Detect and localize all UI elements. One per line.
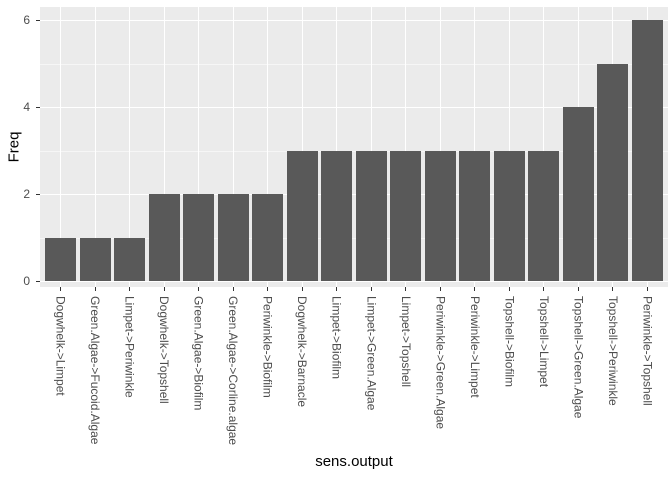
- y-tick-label: 2: [23, 187, 30, 201]
- x-gridline-major: [474, 7, 476, 287]
- x-tick-mark: [474, 287, 476, 291]
- y-gridline-major: [40, 194, 668, 195]
- x-gridline-major: [198, 7, 200, 287]
- x-gridline-major: [60, 7, 62, 287]
- x-tick-label: Topshell->Green.Algae: [571, 296, 586, 419]
- x-tick-label: Dogwhelk->Barnacle: [295, 296, 310, 408]
- x-tick-mark: [577, 287, 579, 291]
- bar: [631, 20, 663, 281]
- bar: [562, 107, 594, 281]
- x-tick-mark: [267, 287, 269, 291]
- x-gridline-major: [301, 7, 303, 287]
- x-gridline-major: [370, 7, 372, 287]
- x-tick-mark: [198, 287, 200, 291]
- x-tick-label: Topshell->Biofilm: [502, 296, 517, 388]
- x-tick-label: Limpet->Green.Algae: [364, 296, 379, 411]
- x-gridline-major: [336, 7, 338, 287]
- x-tick-mark: [94, 287, 96, 291]
- x-tick-label: Topshell->Limpet: [536, 296, 551, 388]
- bar: [114, 237, 146, 281]
- y-gridline-major: [40, 20, 668, 21]
- x-tick-label: Limpet->Biofilm: [329, 296, 344, 380]
- bar: [355, 150, 387, 281]
- x-tick-label: Limpet->Topshell: [398, 296, 413, 388]
- x-gridline-major: [129, 7, 131, 287]
- y-tick-mark: [36, 194, 40, 195]
- x-tick-label: Limpet->Periwinkle: [122, 296, 137, 398]
- x-tick-label: Periwinkle->Biofilm: [260, 296, 275, 398]
- plot-panel: [40, 7, 668, 287]
- x-tick-mark: [543, 287, 545, 291]
- x-gridline-major: [439, 7, 441, 287]
- x-tick-label: Dogwhelk->Topshell: [157, 296, 172, 404]
- y-tick-label: 6: [23, 13, 30, 27]
- x-tick-label: Topshell->Periwinkle: [605, 296, 620, 406]
- x-gridline-major: [267, 7, 269, 287]
- x-tick-label: Green.Algae->Fucoid.Algae: [88, 296, 103, 445]
- bar: [528, 150, 560, 281]
- x-tick-mark: [612, 287, 614, 291]
- x-tick-mark: [405, 287, 407, 291]
- x-tick-mark: [646, 287, 648, 291]
- bar: [321, 150, 353, 281]
- x-tick-mark: [232, 287, 234, 291]
- x-tick-mark: [301, 287, 303, 291]
- bar: [45, 237, 77, 281]
- x-tick-label: Green.Algae->Biofilm: [191, 296, 206, 411]
- bar: [148, 194, 180, 281]
- y-tick-mark: [36, 20, 40, 21]
- x-tick-label: Periwinkle->Topshell: [640, 296, 655, 406]
- x-tick-label: Periwinkle->Green.Algae: [433, 296, 448, 430]
- x-gridline-major: [405, 7, 407, 287]
- x-tick-mark: [439, 287, 441, 291]
- x-gridline-major: [508, 7, 510, 287]
- y-tick-mark: [36, 107, 40, 108]
- x-tick-mark: [370, 287, 372, 291]
- bar: [424, 150, 456, 281]
- y-tick-label: 0: [23, 274, 30, 288]
- x-gridline-major: [543, 7, 545, 287]
- bar: [183, 194, 215, 281]
- x-tick-mark: [336, 287, 338, 291]
- bar: [217, 194, 249, 281]
- bar: [493, 150, 525, 281]
- bar: [79, 237, 111, 281]
- x-tick-label: Periwinkle->Limpet: [467, 296, 482, 398]
- y-tick-label: 4: [23, 100, 30, 114]
- y-axis-title: Freq: [5, 131, 23, 163]
- x-gridline-major: [232, 7, 234, 287]
- x-tick-label: Green.Algae->Corline.algae: [226, 296, 241, 446]
- y-gridline-minor: [40, 237, 668, 239]
- bar: [459, 150, 491, 281]
- bar: [252, 194, 284, 281]
- y-gridline-major: [40, 281, 668, 282]
- bar: [286, 150, 318, 281]
- x-tick-mark: [508, 287, 510, 291]
- x-axis-title: sens.output: [315, 453, 393, 470]
- x-tick-label: Dogwhelk->Limpet: [53, 296, 68, 396]
- x-gridline-major: [163, 7, 165, 287]
- x-tick-mark: [129, 287, 131, 291]
- bar: [597, 63, 629, 281]
- x-tick-mark: [163, 287, 165, 291]
- x-gridline-major: [94, 7, 96, 287]
- bar: [390, 150, 422, 281]
- y-gridline-minor: [40, 150, 668, 152]
- x-tick-mark: [60, 287, 62, 291]
- y-gridline-minor: [40, 63, 668, 65]
- y-gridline-major: [40, 107, 668, 108]
- y-tick-mark: [36, 281, 40, 282]
